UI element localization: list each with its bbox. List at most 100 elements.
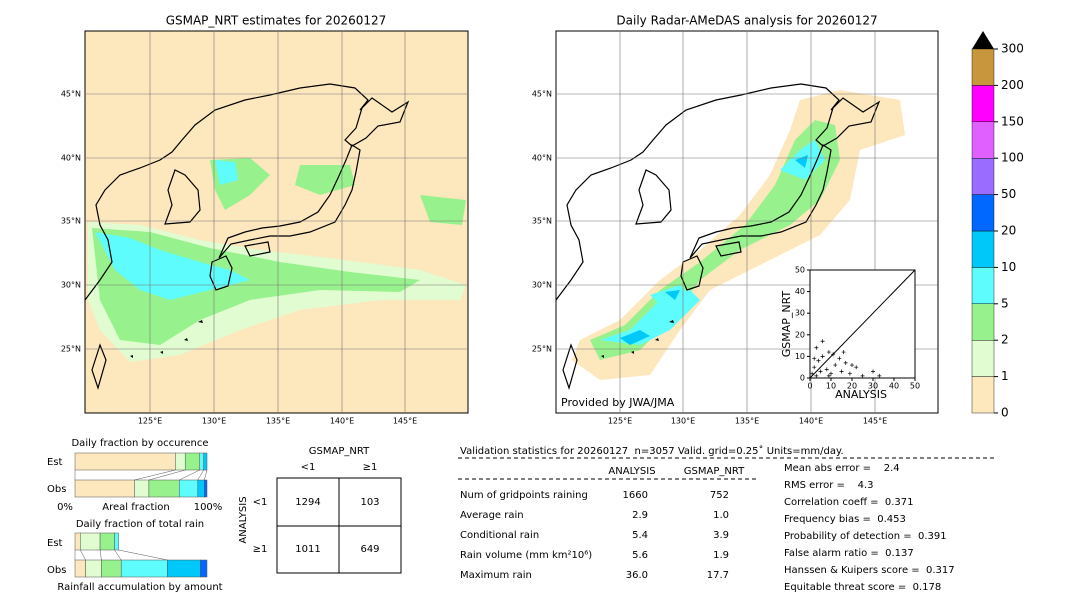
colorbar-segment bbox=[971, 157, 995, 195]
connector bbox=[99, 549, 102, 561]
fraction-segment bbox=[204, 479, 208, 498]
col-label: ≥1 bbox=[363, 462, 378, 473]
row-label: Obs bbox=[47, 565, 66, 576]
row-label: Maximum rain bbox=[460, 570, 532, 581]
map-title: Daily Radar-AMeDAS analysis for 20260127 bbox=[616, 14, 877, 28]
connector bbox=[197, 469, 204, 481]
axis-label: 100% bbox=[194, 502, 223, 513]
y-tick-label: 50 bbox=[795, 266, 805, 275]
cell: 1011 bbox=[295, 544, 320, 555]
scatter-point bbox=[816, 358, 821, 363]
fraction-segment bbox=[85, 559, 102, 578]
connector bbox=[204, 469, 208, 481]
fraction-segment bbox=[74, 452, 176, 471]
colorbar-label: 300 bbox=[1001, 42, 1024, 56]
scatter-point bbox=[841, 350, 846, 355]
lat-label: 30°N bbox=[61, 281, 81, 290]
fraction-segment bbox=[74, 479, 135, 498]
scatter-point bbox=[826, 373, 831, 378]
lat-label: 30°N bbox=[532, 281, 552, 290]
lon-label: 145°E bbox=[393, 417, 417, 426]
scatter-xlabel: ANALYSIS bbox=[835, 388, 887, 401]
colorbar-label: 10 bbox=[1001, 260, 1016, 274]
total-rain-title: Daily fraction of total rain bbox=[76, 519, 204, 530]
fraction-segment bbox=[199, 452, 204, 471]
validation-header: Validation statistics for 20260127 n=305… bbox=[460, 445, 844, 457]
scatter-point bbox=[818, 369, 823, 374]
lat-label: 40°N bbox=[532, 154, 552, 163]
y-tick-label: 30 bbox=[795, 309, 805, 318]
scatter-point bbox=[837, 356, 842, 361]
score: Hanssen & Kuipers score = 0.317 bbox=[784, 565, 955, 576]
fraction-segment bbox=[179, 479, 199, 498]
row-value: 1.0 bbox=[713, 510, 729, 521]
colorbar-segment bbox=[971, 303, 995, 341]
score: Equitable threat score = 0.178 bbox=[784, 582, 941, 593]
colorbar-segment bbox=[971, 85, 995, 123]
scatter-point bbox=[831, 352, 836, 357]
scatter-point bbox=[820, 354, 825, 359]
row-value: 2.9 bbox=[632, 510, 648, 521]
connector bbox=[80, 549, 86, 561]
cell: 1294 bbox=[295, 497, 320, 508]
lon-label: 125°E bbox=[138, 417, 162, 426]
diagonal bbox=[809, 269, 916, 379]
scatter-ylabel: GSMAP_NRT bbox=[780, 291, 793, 358]
cell: 649 bbox=[360, 544, 379, 555]
fraction-segment bbox=[120, 559, 168, 578]
left-precip bbox=[88, 158, 466, 362]
col-header: GSMAP_NRT bbox=[684, 466, 745, 477]
fraction-segment bbox=[167, 559, 201, 578]
cell: 103 bbox=[360, 497, 379, 508]
score: Correlation coeff = 0.371 bbox=[784, 497, 914, 508]
x-tick-label: 30 bbox=[868, 382, 878, 391]
row-value: 1.9 bbox=[713, 550, 729, 561]
connector bbox=[134, 469, 176, 481]
lat-label: 45°N bbox=[532, 90, 552, 99]
y-tick-label: 10 bbox=[795, 352, 805, 361]
scatter-point bbox=[833, 363, 838, 368]
lon-label: 140°E bbox=[799, 417, 823, 426]
scatter-point bbox=[829, 371, 833, 376]
row-label: Est bbox=[47, 457, 63, 468]
scatter-point bbox=[860, 373, 865, 378]
row-value: 1660 bbox=[623, 490, 648, 501]
scatter-point bbox=[810, 371, 815, 376]
fraction-segment bbox=[197, 479, 205, 498]
fraction-segment bbox=[184, 452, 200, 471]
connector bbox=[118, 549, 168, 561]
scatter-point bbox=[839, 369, 844, 374]
row-value: 17.7 bbox=[707, 570, 729, 581]
colorbar-label: 200 bbox=[1001, 78, 1024, 92]
lon-label: 140°E bbox=[330, 417, 354, 426]
axis-label: 0% bbox=[57, 502, 73, 513]
row-value: 752 bbox=[710, 490, 729, 501]
fraction-segment bbox=[101, 559, 122, 578]
scatter-point bbox=[843, 360, 848, 365]
y-tick-label: 40 bbox=[795, 287, 805, 296]
x-tick-label: 50 bbox=[910, 382, 920, 391]
fraction-segment bbox=[80, 532, 101, 551]
lon-label: 145°E bbox=[863, 417, 887, 426]
scatter-point bbox=[847, 371, 852, 376]
x-tick-label: 0 bbox=[807, 382, 812, 391]
row-value: 5.4 bbox=[632, 530, 648, 541]
lat-label: 45°N bbox=[61, 90, 81, 99]
fraction-segment bbox=[175, 452, 186, 471]
connector bbox=[114, 549, 122, 561]
row-label: Conditional rain bbox=[460, 530, 539, 541]
lon-label: 135°E bbox=[735, 417, 759, 426]
total-rain-footer: Rainfall accumulation by amount bbox=[57, 582, 222, 593]
colorbar-label: 1 bbox=[1001, 369, 1009, 383]
scatter-point bbox=[814, 345, 819, 350]
score: RMS error = 4.3 bbox=[784, 480, 874, 491]
fraction-segment bbox=[148, 479, 180, 498]
scatter-point bbox=[824, 367, 829, 372]
colorbar-label: 5 bbox=[1001, 296, 1009, 310]
colorbar-extend bbox=[972, 31, 994, 49]
fraction-segment bbox=[114, 532, 119, 551]
colorbar-label: 2 bbox=[1001, 333, 1009, 347]
row-label: Est bbox=[47, 538, 63, 549]
